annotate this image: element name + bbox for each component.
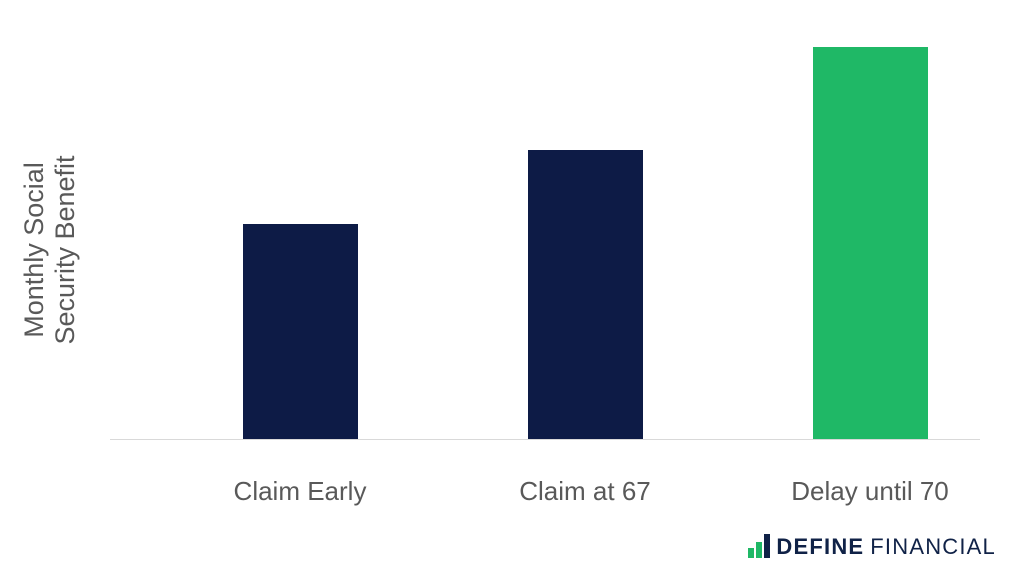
- bar: [243, 224, 358, 439]
- x-axis-label: Claim Early: [234, 476, 367, 507]
- brand-text: DEFINE FINANCIAL: [776, 536, 996, 558]
- brand-word-define: DEFINE: [776, 536, 864, 558]
- x-axis-label: Delay until 70: [791, 476, 949, 507]
- brand-logo-bar: [748, 548, 754, 558]
- x-axis-label: Claim at 67: [519, 476, 651, 507]
- bar: [528, 150, 643, 439]
- x-axis-labels: Claim EarlyClaim at 67Delay until 70: [110, 458, 980, 498]
- bar: [813, 47, 928, 439]
- brand-logo-bar: [756, 542, 762, 558]
- y-axis-label: Monthly Social Security Benefit: [19, 155, 81, 344]
- brand-word-financial: FINANCIAL: [870, 536, 996, 558]
- brand-logo-icon: [748, 534, 770, 558]
- benefit-bar-chart: Monthly Social Security Benefit Claim Ea…: [60, 20, 980, 480]
- brand-logo-bar: [764, 534, 770, 558]
- plot-area: [110, 20, 980, 440]
- brand-attribution: DEFINE FINANCIAL: [748, 534, 996, 558]
